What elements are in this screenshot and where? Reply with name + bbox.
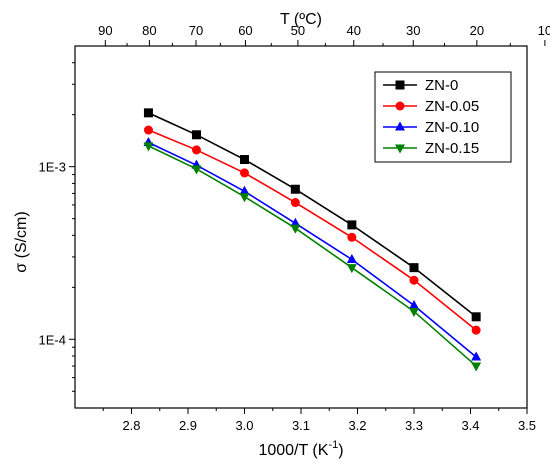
- data-point: [143, 108, 153, 118]
- top-tick-label: 70: [189, 23, 203, 38]
- top-tick-label: 90: [98, 23, 112, 38]
- series-line: [148, 141, 477, 358]
- data-point: [240, 155, 249, 165]
- data-point: [347, 232, 357, 242]
- x-tick-label: 3.4: [461, 418, 479, 433]
- data-point: [471, 312, 481, 322]
- top-axis-title: T (ºC): [280, 11, 322, 28]
- data-point: [143, 142, 154, 152]
- x-tick-label: 3.2: [348, 418, 366, 433]
- legend-label: ZN-0.05: [425, 98, 479, 115]
- data-point: [191, 165, 202, 175]
- x-axis-title: 1000/T (K-1): [258, 439, 343, 459]
- x-axis-title-close: ): [338, 442, 343, 459]
- axis-ticks: [69, 40, 546, 414]
- data-point: [409, 263, 419, 273]
- data-point: [409, 275, 419, 285]
- legend: ZN-0 ZN-0.05 ZN-0.10 ZN-0.15: [374, 71, 512, 163]
- legend-swatch-marker: [395, 121, 405, 131]
- y-axis-title: σ (S/cm): [13, 211, 30, 272]
- legend-label: ZN-0: [425, 77, 458, 94]
- data-point: [239, 185, 250, 195]
- x-tick-label: 2.9: [179, 418, 197, 433]
- tick-labels: 2.8 2.9 3.0 3.1 3.2 3.3 3.4 3.5 90 80 70 60 50 40 30 20…: [39, 23, 550, 433]
- x-tick-label: 3.5: [518, 418, 536, 433]
- legend-label: ZN-0.15: [425, 140, 479, 157]
- top-tick-label: 30: [406, 23, 420, 38]
- series-line: [148, 145, 477, 367]
- top-tick-label: 80: [142, 23, 156, 38]
- data-point: [471, 362, 482, 372]
- top-tick-label: 20: [470, 23, 484, 38]
- x-tick-label: 3.1: [292, 418, 310, 433]
- data-point: [191, 145, 201, 155]
- data-point: [143, 125, 153, 135]
- data-point: [346, 253, 357, 263]
- x-tick-label: 3.3: [405, 418, 423, 433]
- legend-label: ZN-0.10: [425, 119, 479, 136]
- data-point: [409, 307, 419, 317]
- y-tick-label: 1E-3: [39, 160, 66, 175]
- legend-swatch-marker: [395, 80, 405, 90]
- data-point: [346, 264, 357, 274]
- top-tick-label: 50: [291, 23, 305, 38]
- x-axis-title-superscript: -1: [328, 439, 338, 451]
- y-tick-label: 1E-4: [39, 332, 66, 347]
- data-point: [409, 299, 419, 309]
- top-tick-label: 40: [347, 23, 361, 38]
- data-point: [290, 184, 300, 194]
- legend-swatch-marker: [395, 144, 405, 154]
- data-point: [471, 351, 482, 361]
- legend-swatch-marker: [395, 101, 405, 111]
- data-point: [290, 198, 300, 208]
- data-point: [290, 217, 301, 227]
- data-point: [471, 325, 481, 335]
- series-group: [143, 108, 482, 372]
- x-tick-label: 3.0: [235, 418, 253, 433]
- x-tick-label: 2.8: [122, 418, 140, 433]
- data-point: [191, 130, 201, 140]
- data-point: [290, 224, 301, 234]
- top-tick-label: 60: [238, 23, 252, 38]
- top-tick-label: 10: [538, 23, 550, 38]
- data-point: [347, 220, 357, 230]
- data-point: [239, 193, 250, 203]
- x-axis-title-main: 1000/T (K: [258, 442, 328, 459]
- data-point: [240, 168, 249, 178]
